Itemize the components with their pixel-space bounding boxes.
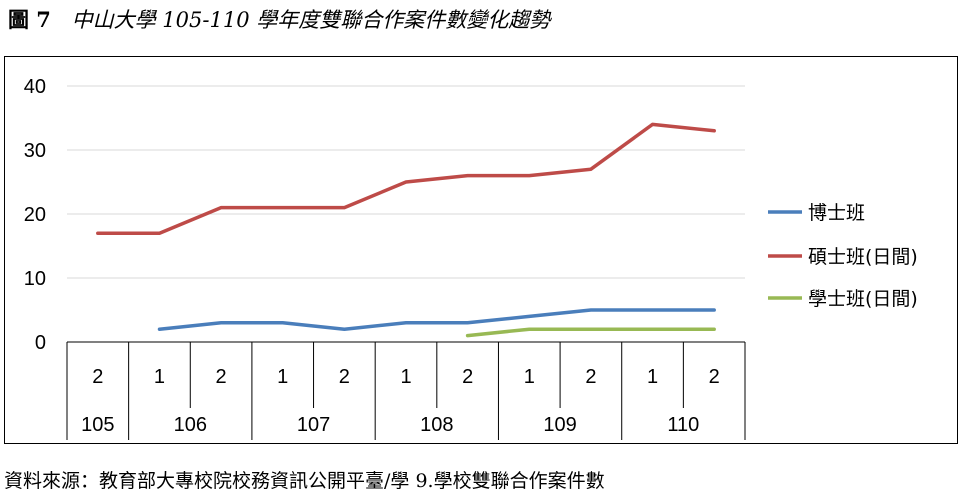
legend-label: 博士班 (808, 202, 865, 224)
y-tick-label: 10 (24, 268, 46, 290)
semester-label: 1 (154, 366, 165, 388)
year-label: 110 (667, 414, 699, 436)
source-note: 資料來源：教育部大專校院校務資訊公開平臺/學 9.學校雙聯合作案件數 (4, 470, 605, 492)
legend-label: 碩士班(日間) (808, 246, 918, 268)
year-label: 107 (297, 414, 330, 436)
figure-number: 圖 7 (8, 7, 51, 32)
y-tick-label: 30 (24, 140, 46, 162)
semester-label: 2 (709, 366, 720, 388)
y-tick-label: 40 (24, 76, 46, 98)
semester-label: 2 (339, 366, 350, 388)
semester-label: 1 (524, 366, 535, 388)
figure-caption: 中山大學 105-110 學年度雙聯合作案件數變化趨勢 (71, 8, 551, 32)
semester-label: 2 (462, 366, 473, 388)
year-label: 105 (81, 414, 114, 436)
series-line-0 (157, 308, 716, 331)
semester-label: 2 (216, 366, 227, 388)
year-label: 109 (543, 414, 576, 436)
semester-label: 2 (585, 366, 596, 388)
legend-label: 學士班(日間) (808, 288, 918, 310)
year-label: 106 (174, 414, 207, 436)
figure-title: 圖 7 中山大學 105-110 學年度雙聯合作案件數變化趨勢 (8, 4, 550, 34)
y-tick-label: 20 (24, 204, 46, 226)
series-line-2 (465, 327, 716, 338)
semester-label: 1 (400, 366, 411, 388)
semester-label: 2 (92, 366, 103, 388)
semester-label: 1 (647, 366, 658, 388)
series-line-1 (96, 122, 716, 235)
semester-label: 1 (277, 366, 288, 388)
chart-frame (4, 56, 958, 444)
y-tick-label: 0 (35, 332, 46, 354)
year-label: 108 (420, 414, 453, 436)
